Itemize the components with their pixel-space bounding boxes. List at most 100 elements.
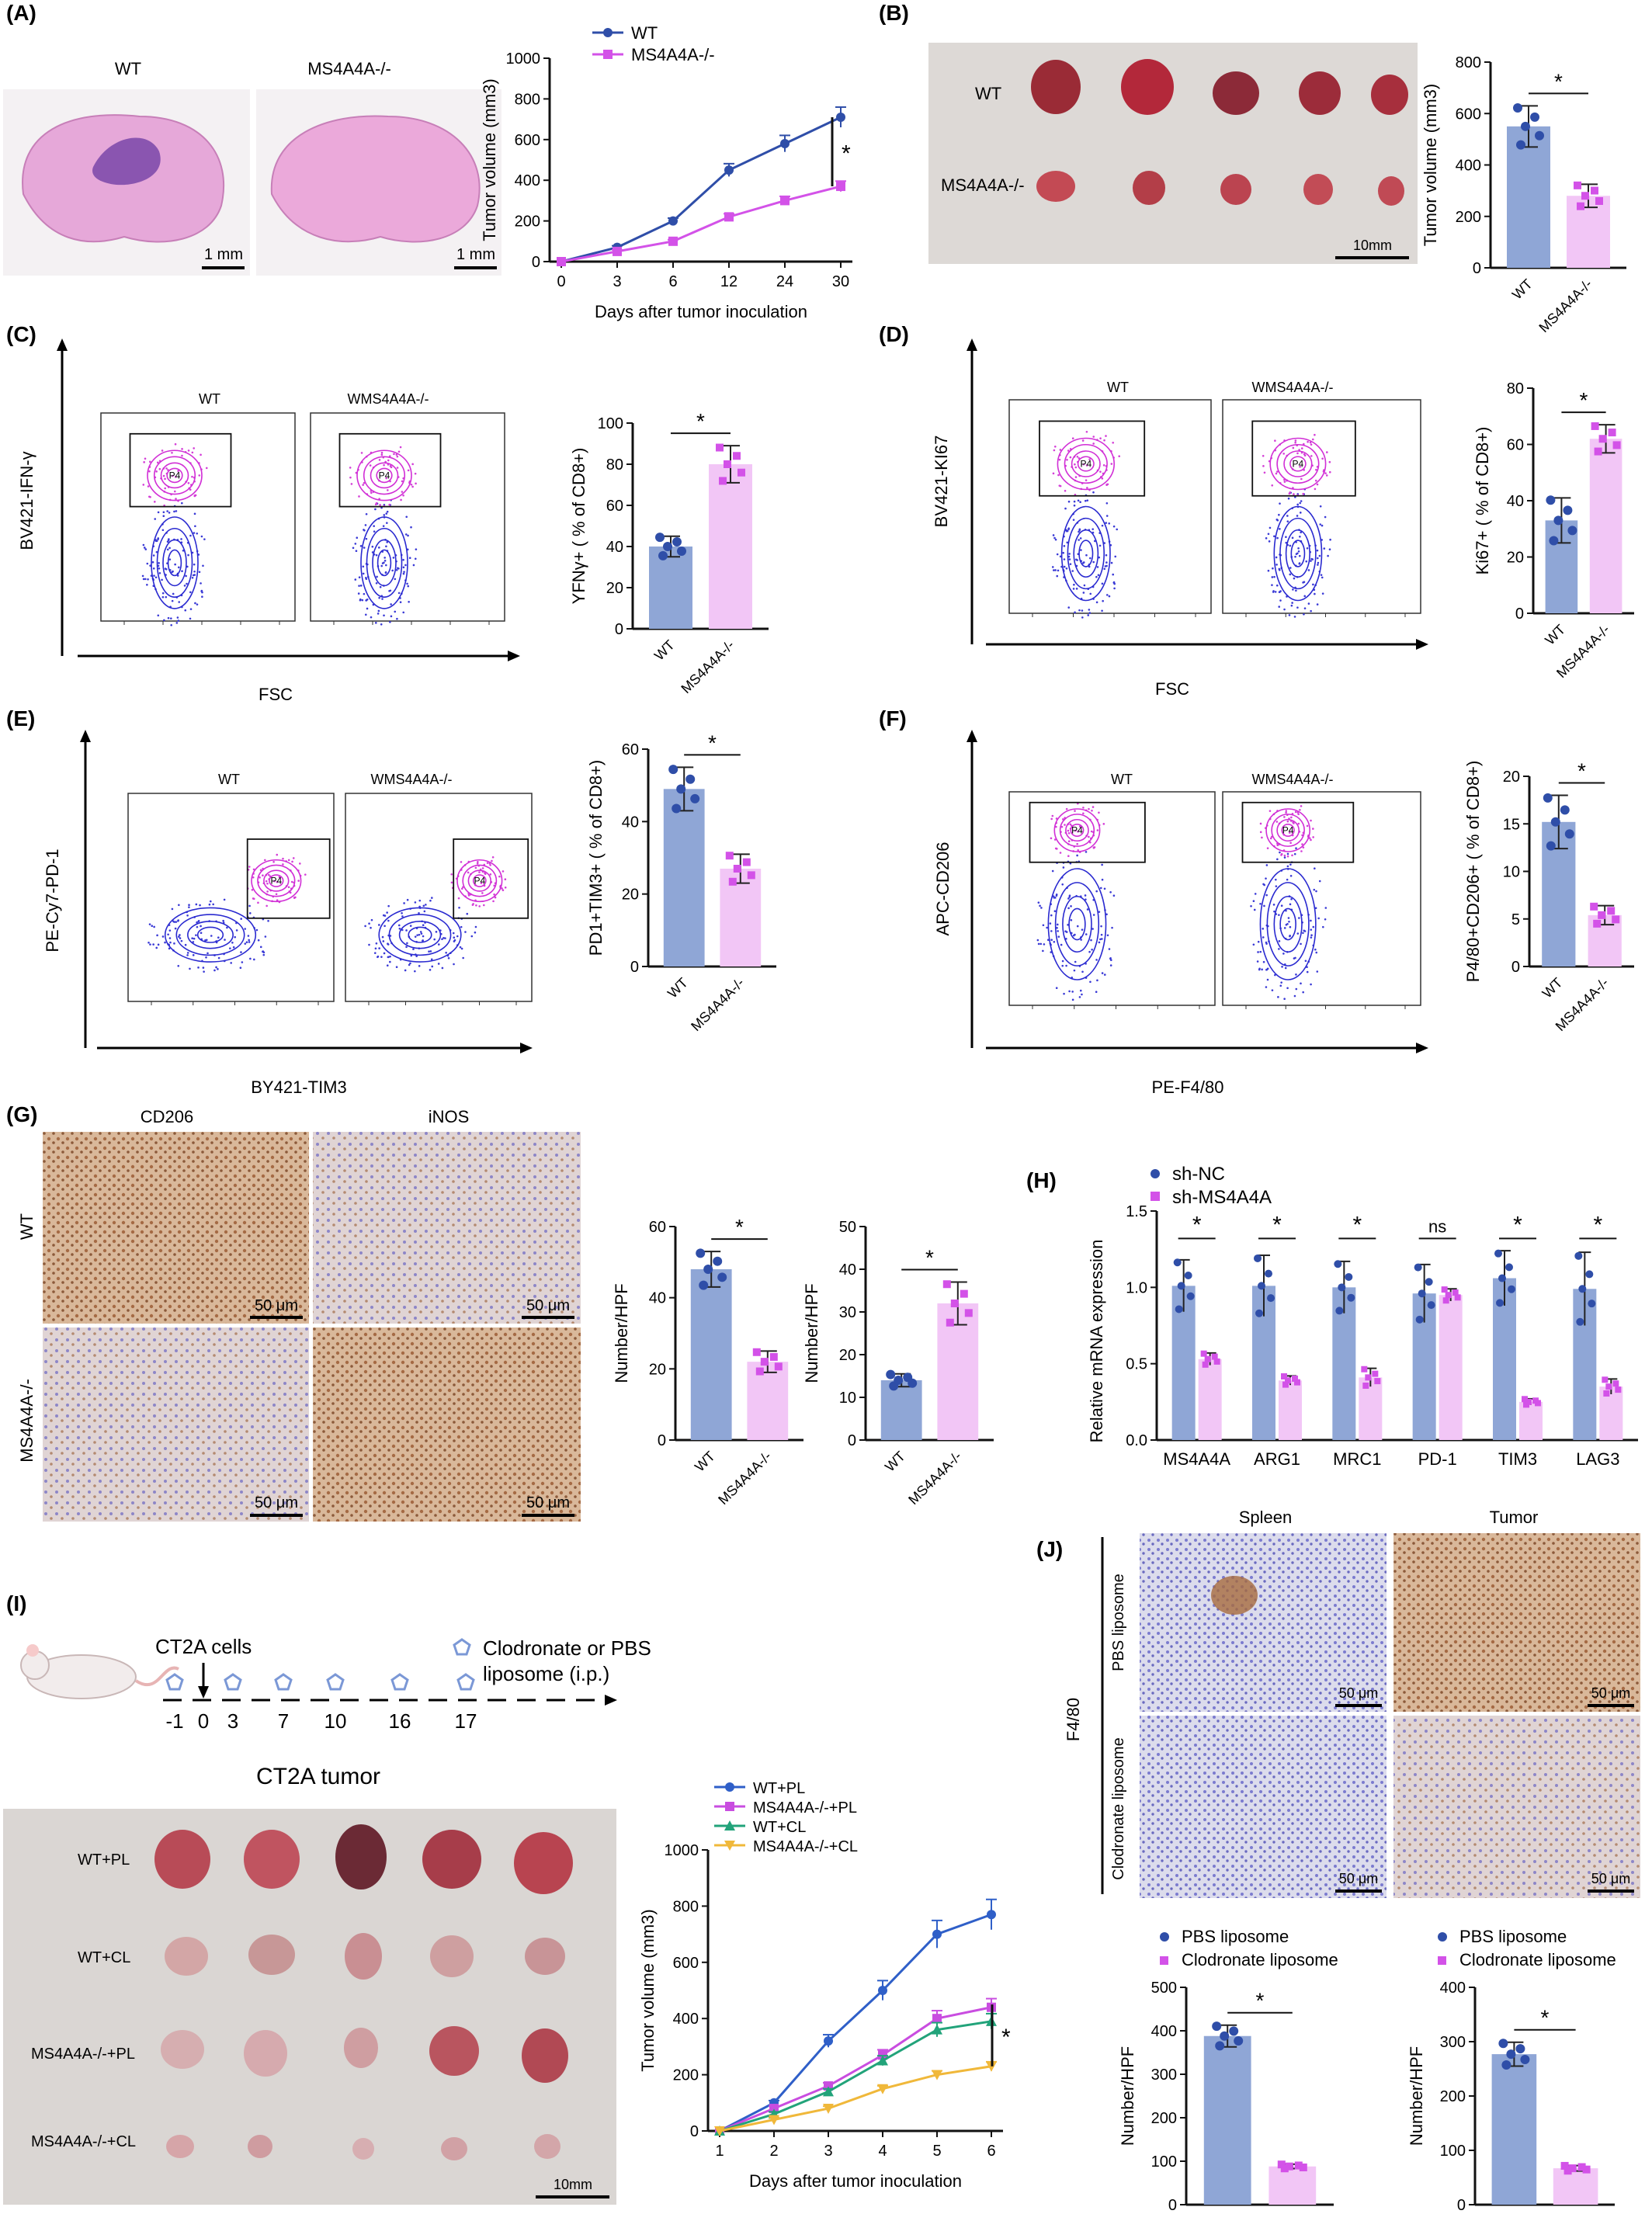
flow-event: [387, 956, 390, 959]
y-axis-label: Number/HPF: [1118, 2046, 1137, 2146]
flow-event: [1315, 890, 1317, 893]
data-point: [769, 1352, 778, 1361]
flow-event: [193, 937, 196, 940]
significance-marker: *: [1577, 759, 1586, 783]
flow-event: [392, 557, 395, 559]
data-point: [1568, 2164, 1577, 2173]
flow-event: [157, 538, 159, 540]
flow-event: [1252, 943, 1255, 946]
flow-event: [1098, 911, 1101, 913]
flow-event: [193, 495, 196, 497]
i-tumor-photo: [3, 1809, 616, 2205]
data-point: [1543, 793, 1553, 803]
flow-event: [1073, 583, 1075, 586]
y-tick-label: 50: [839, 1219, 856, 1236]
flow-event: [1312, 583, 1314, 586]
flow-event: [1302, 846, 1305, 848]
data-point: [668, 216, 678, 226]
flow-event: [1297, 547, 1300, 550]
i-tumors-row3: [161, 2026, 568, 2083]
flow-event: [493, 893, 495, 896]
flow-event: [450, 873, 453, 876]
data-point: [755, 1367, 764, 1376]
significance-marker: *: [696, 409, 705, 433]
flow-event: [457, 897, 460, 900]
x-tick-label: 24: [776, 273, 793, 290]
flow-event: [1328, 460, 1331, 463]
flow-event: [1327, 554, 1329, 557]
flow-event: [1106, 934, 1109, 937]
flow-event: [1101, 938, 1103, 940]
flow-event: [411, 485, 414, 488]
flow-event: [1050, 837, 1053, 840]
flow-event: [146, 583, 148, 586]
legend-label: WT: [631, 23, 658, 43]
flow-event: [1064, 824, 1066, 826]
flow-event: [395, 966, 398, 969]
flow-event: [197, 966, 200, 969]
g-row1-title: WT: [17, 1213, 36, 1240]
flow-event: [248, 941, 251, 943]
flow-event: [1300, 531, 1302, 533]
data-point: [1577, 2163, 1586, 2171]
flow-event: [1074, 829, 1077, 832]
flow-event: [1088, 950, 1091, 953]
flow-event: [1062, 551, 1064, 554]
flow-event: [1293, 852, 1296, 855]
flow-event: [1097, 574, 1100, 577]
flow-event: [408, 601, 410, 603]
data-point: [1173, 1258, 1182, 1267]
data-point: [1506, 2049, 1516, 2060]
significance-marker: *: [1352, 1212, 1362, 1237]
data-point: [1591, 422, 1599, 430]
timeline-day-label: 0: [198, 1709, 209, 1733]
d-y-label: BV421-KI67: [932, 436, 951, 528]
data-point: [942, 1280, 951, 1289]
flow-event: [368, 922, 370, 925]
flow-event: [377, 956, 379, 959]
flow-event: [1310, 934, 1313, 936]
flow-event: [1310, 455, 1313, 457]
y-tick-label: 40: [1507, 493, 1524, 510]
data-point: [1546, 495, 1556, 505]
flow-event: [181, 454, 183, 457]
flow-event: [1076, 854, 1078, 857]
flow-event: [164, 477, 166, 481]
flow-event: [425, 904, 427, 906]
flow-event: [240, 951, 242, 953]
flow-event: [1321, 576, 1324, 579]
flow-event: [370, 926, 372, 929]
flow-event: [175, 622, 179, 624]
flow-event: [1059, 449, 1062, 451]
data-point: [1347, 1293, 1355, 1302]
significance-marker: *: [708, 730, 717, 755]
flow-event: [1055, 894, 1058, 897]
flow-event: [410, 526, 412, 529]
flow-contour: [1070, 824, 1085, 838]
flow-event: [1069, 456, 1072, 459]
flow-event: [197, 919, 200, 922]
flow-event: [401, 491, 404, 493]
flow-event: [257, 939, 260, 942]
flow-event: [1081, 609, 1084, 612]
flow-contour: [1071, 450, 1101, 477]
flow-event: [1292, 588, 1294, 591]
flow-event: [358, 576, 361, 578]
flow-event: [1101, 878, 1104, 881]
flow-event: [1051, 869, 1054, 873]
flow-plot-frame: [1222, 791, 1421, 1006]
flow-event: [1299, 465, 1301, 468]
flow-event: [166, 510, 168, 512]
flow-event: [420, 932, 423, 935]
j-row2-label: Clodronate liposome: [1110, 1737, 1127, 1879]
flow-event: [384, 559, 387, 562]
y-axis-label: Relative mRNA expression: [1087, 1240, 1106, 1443]
flow-event: [1295, 847, 1297, 849]
flow-event: [1108, 595, 1111, 598]
flow-contour: [1265, 808, 1310, 852]
flow-event: [248, 912, 252, 914]
y-tick-label: 0.0: [1126, 1432, 1147, 1449]
flow-event: [1281, 966, 1283, 968]
i-injection-arrowhead: [198, 1686, 209, 1699]
